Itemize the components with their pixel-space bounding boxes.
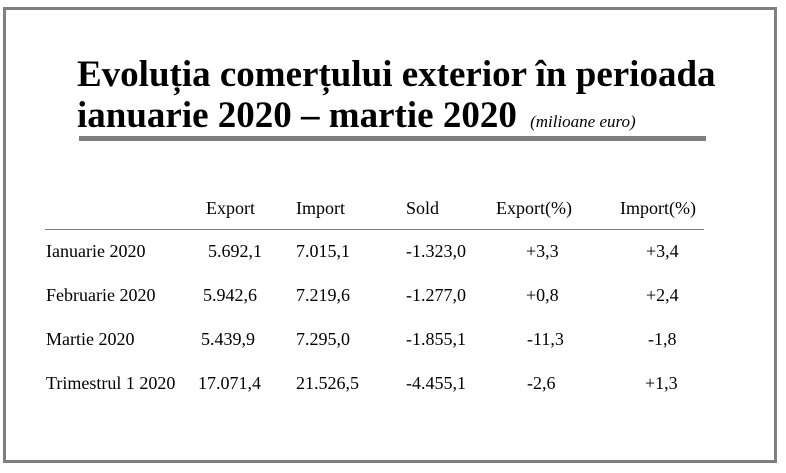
document-frame: [3, 7, 777, 463]
row-period: Februarie 2020: [46, 285, 156, 305]
row-export-pct: +0,8: [526, 285, 559, 305]
row-export-pct: -2,6: [527, 373, 556, 393]
header-import: Import: [296, 198, 345, 218]
unit-note: (milioane euro): [530, 112, 636, 131]
row-import: 21.526,5: [296, 373, 359, 393]
table-header: Export Import Sold Export(%) Import(%): [0, 196, 786, 220]
row-export: 5.942,6: [203, 285, 257, 305]
row-export: 5.439,9: [201, 329, 255, 349]
row-period: Ianuarie 2020: [46, 241, 146, 261]
row-sold: -1.323,0: [406, 241, 466, 261]
row-export-pct: -11,3: [527, 329, 564, 349]
title-line-1: Evoluția comerțului exterior în perioada: [77, 54, 716, 95]
header-export: Export: [206, 198, 255, 218]
table-row: Martie 2020 5.439,9 7.295,0 -1.855,1 -11…: [0, 327, 786, 351]
title-line-2: ianuarie 2020 – martie 2020: [77, 95, 517, 136]
header-export-pct: Export(%): [496, 198, 572, 218]
row-period: Martie 2020: [46, 329, 135, 349]
row-sold: -1.277,0: [406, 285, 466, 305]
row-period: Trimestrul 1 2020: [46, 373, 176, 393]
row-sold: -4.455,1: [406, 373, 466, 393]
row-export: 17.071,4: [198, 373, 261, 393]
row-import: 7.219,6: [296, 285, 350, 305]
row-import: 7.295,0: [296, 329, 350, 349]
table-row: Februarie 2020 5.942,6 7.219,6 -1.277,0 …: [0, 283, 786, 307]
row-import-pct: +3,4: [646, 241, 679, 261]
header-divider: [45, 229, 704, 230]
row-import-pct: -1,8: [648, 329, 677, 349]
page-title: Evoluția comerțului exterior în perioada…: [77, 54, 716, 142]
header-import-pct: Import(%): [620, 198, 696, 218]
title-underline: [79, 136, 706, 141]
row-import-pct: +2,4: [646, 285, 679, 305]
row-export-pct: +3,3: [526, 241, 559, 261]
table-row: Trimestrul 1 2020 17.071,4 21.526,5 -4.4…: [0, 371, 786, 395]
row-import: 7.015,1: [296, 241, 350, 261]
header-sold: Sold: [406, 198, 440, 218]
row-export: 5.692,1: [208, 241, 262, 261]
row-sold: -1.855,1: [406, 329, 466, 349]
row-import-pct: +1,3: [645, 373, 678, 393]
table-row: Ianuarie 2020 5.692,1 7.015,1 -1.323,0 +…: [0, 239, 786, 263]
